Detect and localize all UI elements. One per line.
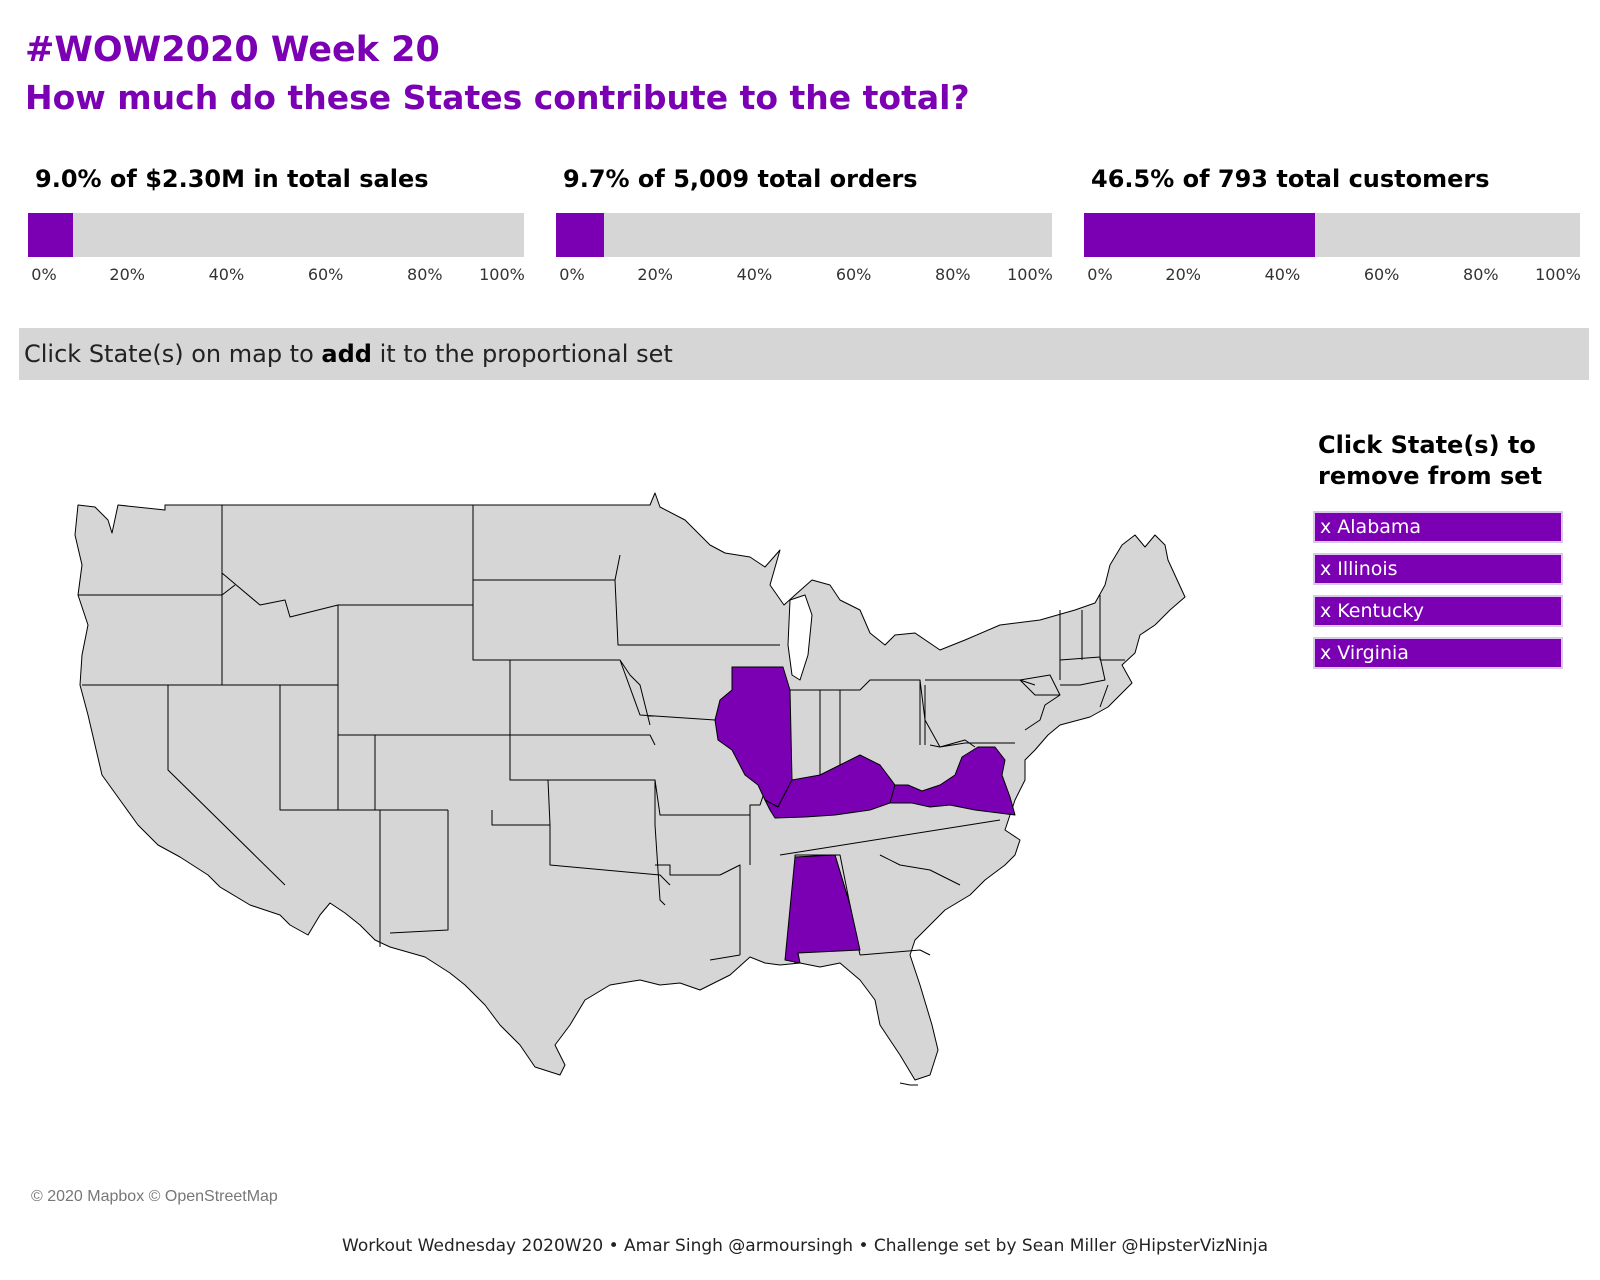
great-lakes-michigan: [787, 594, 813, 681]
kpi-customers-fill: [1084, 213, 1315, 257]
remove-kentucky-button[interactable]: x Kentucky: [1313, 595, 1563, 627]
axis-tick-label: 40%: [208, 265, 245, 284]
us-outline[interactable]: [74, 492, 1186, 1081]
remove-virginia-button[interactable]: x Virginia: [1313, 637, 1563, 669]
instruction-banner: Click State(s) on map to add it to the p…: [19, 328, 1589, 380]
axis-tick-label: 40%: [1264, 265, 1301, 284]
axis-tick-label: 100%: [1535, 265, 1581, 284]
banner-suffix: it to the proportional set: [371, 340, 673, 368]
remove-list: x Alabama x Illinois x Kentucky x Virgin…: [1313, 511, 1563, 679]
axis-tick-label: 60%: [307, 265, 344, 284]
state-alabama[interactable]: [784, 854, 861, 964]
axis-tick-label: 20%: [1165, 265, 1201, 284]
kpi-sales-fill: [28, 213, 73, 257]
axis-tick-label: 60%: [835, 265, 872, 284]
axis-tick-label: 80%: [1463, 265, 1499, 284]
banner-bold: add: [321, 340, 372, 368]
kpi-orders-axis: 0% 20% 40% 60% 80% 100%: [556, 265, 1053, 285]
axis-tick-label: 0%: [1087, 265, 1113, 284]
kpi-orders: 9.7% of 5,009 total orders 0% 20% 40% 60% 80…: [556, 165, 1053, 284]
kpi-orders-track: [556, 213, 1052, 257]
page-subtitle: How much do these States contribute to t…: [25, 78, 970, 117]
florida-keys: [899, 1082, 918, 1086]
axis-tick-label: 80%: [935, 265, 971, 284]
kpi-sales: 9.0% of $2.30M in total sales 0% 20% 40% 60…: [28, 165, 525, 284]
axis-tick-label: 100%: [479, 265, 525, 284]
kpi-customers-label: 46.5% of 793 total customers: [1091, 165, 1490, 193]
kpi-orders-label: 9.7% of 5,009 total orders: [563, 165, 918, 193]
axis-tick-label: 100%: [1007, 265, 1053, 284]
axis-tick-label: 0%: [559, 265, 585, 284]
kpi-orders-fill: [556, 213, 605, 257]
remove-panel-title: Click State(s) to remove from set: [1318, 431, 1543, 490]
map-attribution: © 2020 Mapbox © OpenStreetMap: [31, 1188, 278, 1205]
remove-illinois-button[interactable]: x Illinois: [1313, 553, 1563, 585]
page-title: #WOW2020 Week 20: [25, 30, 440, 70]
axis-tick-label: 20%: [109, 265, 145, 284]
kpi-customers-axis: 0% 20% 40% 60% 80% 100%: [1084, 265, 1581, 285]
kpi-sales-label: 9.0% of $2.30M in total sales: [35, 165, 429, 193]
kpi-sales-track: [28, 213, 524, 257]
axis-tick-label: 20%: [637, 265, 673, 284]
state-virginia[interactable]: [889, 746, 1016, 816]
axis-tick-label: 60%: [1363, 265, 1400, 284]
us-state-map[interactable]: [60, 485, 1220, 1120]
state-illinois[interactable]: [714, 666, 793, 808]
axis-tick-label: 40%: [736, 265, 773, 284]
kpi-customers: 46.5% of 793 total customers 0% 20% 40% 60%…: [1084, 165, 1581, 284]
remove-alabama-button[interactable]: x Alabama: [1313, 511, 1563, 543]
axis-tick-label: 80%: [407, 265, 443, 284]
footer-credits: Workout Wednesday 2020W20 • Amar Singh @…: [342, 1236, 1268, 1256]
banner-prefix: Click State(s) on map to: [24, 340, 322, 368]
axis-tick-label: 0%: [31, 265, 57, 284]
kpi-customers-track: [1084, 213, 1580, 257]
kpi-sales-axis: 0% 20% 40% 60% 80% 100%: [28, 265, 525, 285]
